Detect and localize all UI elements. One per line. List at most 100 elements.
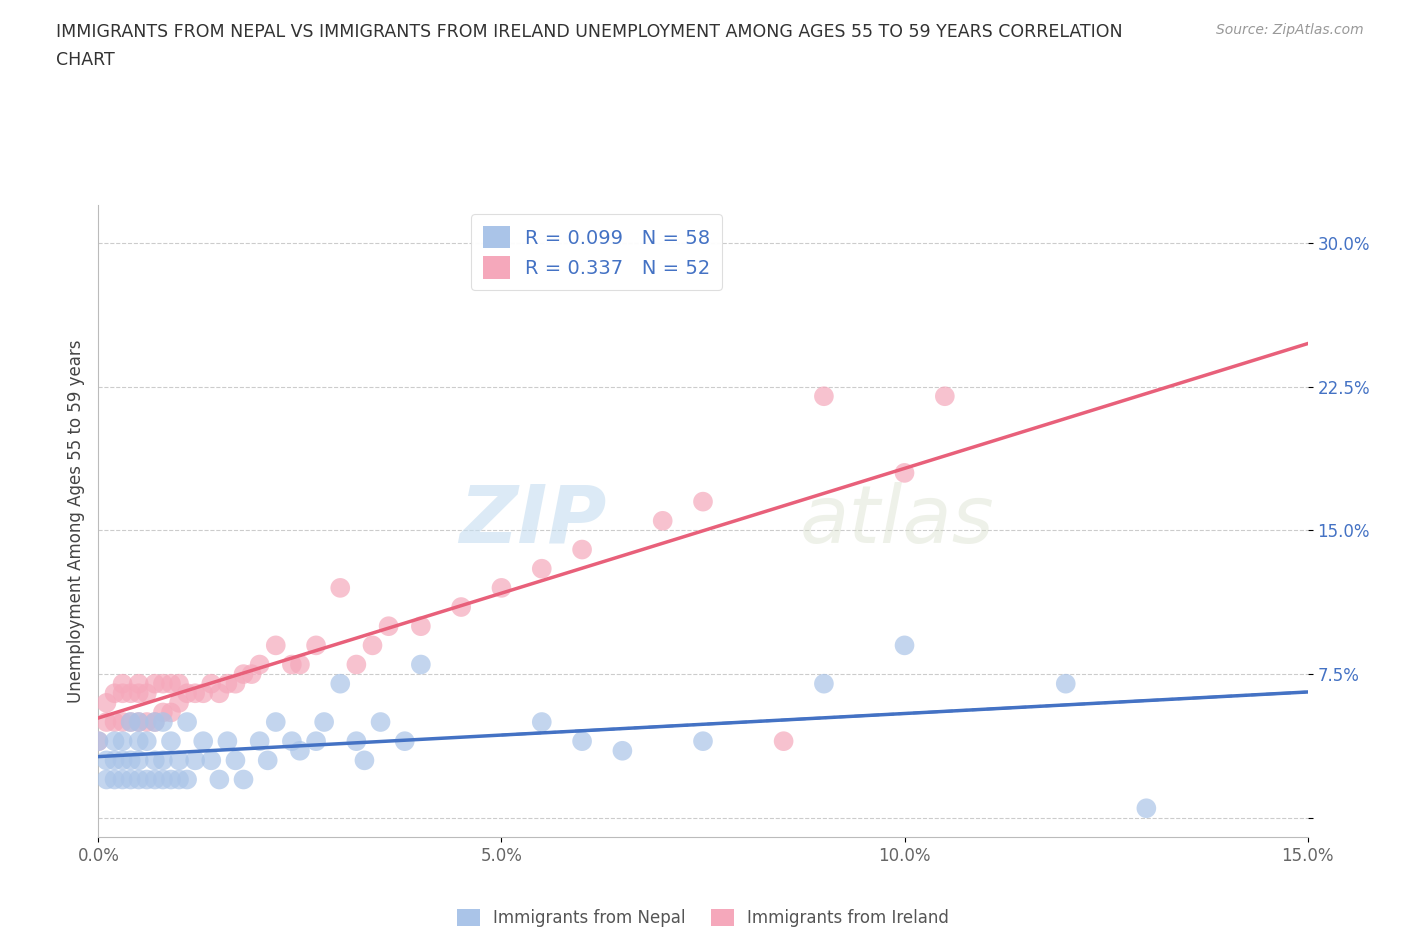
Point: [176, 714, 198, 729]
Point: [152, 676, 174, 691]
Point: [128, 714, 150, 729]
Point: [249, 734, 271, 749]
Text: ZIP: ZIP: [458, 482, 606, 560]
Point: [256, 753, 278, 768]
Point: [111, 676, 134, 691]
Point: [264, 638, 287, 653]
Point: [934, 389, 956, 404]
Point: [361, 638, 384, 653]
Point: [305, 638, 328, 653]
Point: [176, 772, 198, 787]
Point: [409, 658, 432, 672]
Point: [377, 618, 399, 633]
Point: [143, 714, 166, 729]
Point: [96, 696, 118, 711]
Point: [120, 772, 142, 787]
Point: [281, 734, 304, 749]
Point: [128, 676, 150, 691]
Point: [232, 772, 254, 787]
Point: [152, 705, 174, 720]
Point: [120, 685, 142, 700]
Text: CHART: CHART: [56, 51, 115, 69]
Point: [111, 714, 134, 729]
Point: [571, 734, 593, 749]
Point: [135, 714, 157, 729]
Text: IMMIGRANTS FROM NEPAL VS IMMIGRANTS FROM IRELAND UNEMPLOYMENT AMONG AGES 55 TO 5: IMMIGRANTS FROM NEPAL VS IMMIGRANTS FROM…: [56, 23, 1123, 41]
Point: [217, 676, 239, 691]
Point: [143, 772, 166, 787]
Point: [370, 714, 392, 729]
Point: [103, 734, 125, 749]
Point: [240, 667, 263, 682]
Point: [111, 753, 134, 768]
Point: [200, 753, 222, 768]
Point: [128, 714, 150, 729]
Point: [1135, 801, 1157, 816]
Point: [288, 658, 311, 672]
Point: [409, 618, 432, 633]
Point: [152, 714, 174, 729]
Point: [692, 734, 714, 749]
Text: Source: ZipAtlas.com: Source: ZipAtlas.com: [1216, 23, 1364, 37]
Point: [208, 685, 231, 700]
Point: [87, 734, 110, 749]
Point: [184, 753, 207, 768]
Point: [96, 753, 118, 768]
Point: [160, 772, 183, 787]
Point: [143, 714, 166, 729]
Point: [103, 685, 125, 700]
Point: [224, 753, 246, 768]
Point: [160, 734, 183, 749]
Point: [103, 714, 125, 729]
Point: [772, 734, 794, 749]
Point: [813, 389, 835, 404]
Point: [96, 772, 118, 787]
Point: [249, 658, 271, 672]
Point: [111, 685, 134, 700]
Y-axis label: Unemployment Among Ages 55 to 59 years: Unemployment Among Ages 55 to 59 years: [66, 339, 84, 702]
Point: [135, 734, 157, 749]
Point: [394, 734, 416, 749]
Point: [143, 676, 166, 691]
Point: [120, 714, 142, 729]
Point: [530, 714, 553, 729]
Point: [128, 685, 150, 700]
Point: [135, 685, 157, 700]
Point: [450, 600, 472, 615]
Point: [184, 685, 207, 700]
Point: [167, 772, 190, 787]
Point: [143, 753, 166, 768]
Point: [692, 494, 714, 509]
Point: [288, 743, 311, 758]
Point: [128, 734, 150, 749]
Point: [111, 734, 134, 749]
Point: [217, 734, 239, 749]
Point: [264, 714, 287, 729]
Point: [200, 676, 222, 691]
Point: [120, 753, 142, 768]
Point: [208, 772, 231, 787]
Point: [120, 714, 142, 729]
Point: [176, 685, 198, 700]
Point: [160, 676, 183, 691]
Point: [87, 734, 110, 749]
Point: [128, 753, 150, 768]
Point: [152, 772, 174, 787]
Point: [193, 734, 215, 749]
Point: [813, 676, 835, 691]
Legend: Immigrants from Nepal, Immigrants from Ireland: Immigrants from Nepal, Immigrants from I…: [450, 902, 956, 930]
Point: [571, 542, 593, 557]
Point: [96, 714, 118, 729]
Point: [1054, 676, 1077, 691]
Point: [344, 658, 367, 672]
Point: [353, 753, 375, 768]
Point: [152, 753, 174, 768]
Point: [314, 714, 336, 729]
Point: [160, 705, 183, 720]
Point: [167, 676, 190, 691]
Point: [135, 772, 157, 787]
Point: [329, 580, 352, 595]
Point: [491, 580, 513, 595]
Point: [111, 772, 134, 787]
Point: [344, 734, 367, 749]
